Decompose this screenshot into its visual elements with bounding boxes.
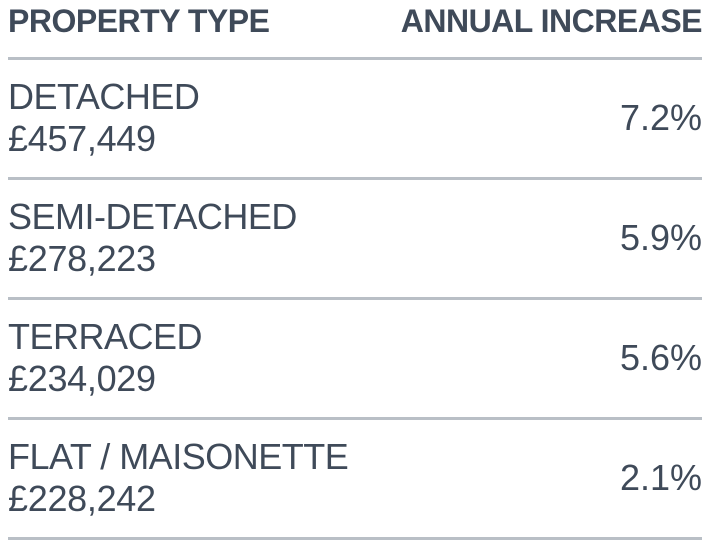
annual-increase-value: 2.1% <box>619 457 702 498</box>
average-price: £457,449 <box>8 118 156 159</box>
table-row: DETACHED £457,449 7.2% <box>8 60 702 180</box>
average-price: £234,029 <box>8 358 156 399</box>
header-property-type: PROPERTY TYPE <box>8 3 270 39</box>
property-type-label: SEMI-DETACHED <box>8 196 297 237</box>
table-header: PROPERTY TYPE ANNUAL INCREASE <box>8 0 703 60</box>
average-price: £278,223 <box>8 238 156 279</box>
annual-increase-value: 7.2% <box>619 97 702 138</box>
property-type-label: DETACHED <box>8 76 200 117</box>
annual-increase-value: 5.6% <box>619 337 702 378</box>
table-row: SEMI-DETACHED £278,223 5.9% <box>8 180 702 300</box>
property-type-label: TERRACED <box>8 316 203 357</box>
annual-increase-value: 5.9% <box>619 217 702 258</box>
property-type-label: FLAT / MAISONETTE <box>8 436 349 477</box>
property-price-table: PROPERTY TYPE ANNUAL INCREASE DETACHED £… <box>8 0 703 540</box>
header-annual-increase: ANNUAL INCREASE <box>400 3 703 39</box>
average-price: £228,242 <box>8 478 156 519</box>
table-row: FLAT / MAISONETTE £228,242 2.1% <box>8 420 702 540</box>
table-row: TERRACED £234,029 5.6% <box>8 300 702 420</box>
